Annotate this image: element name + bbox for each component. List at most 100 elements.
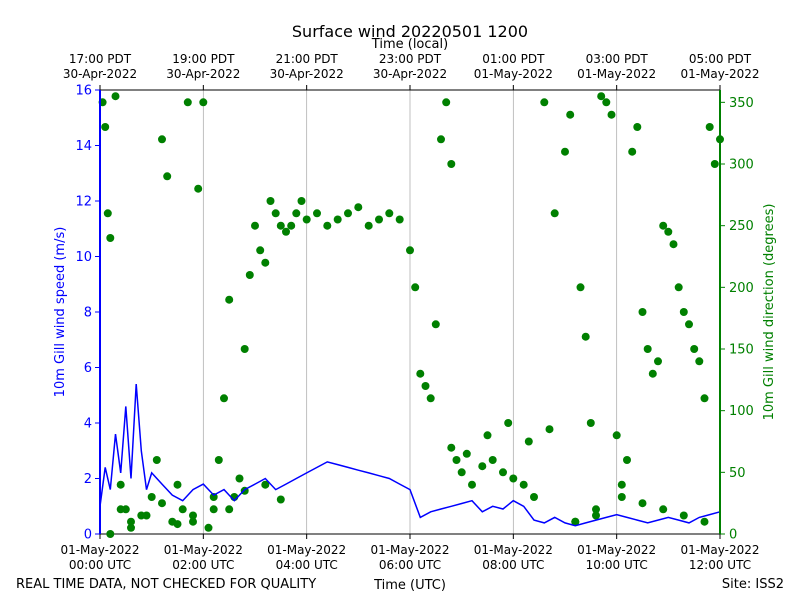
direction-point	[488, 456, 497, 464]
direction-point	[256, 246, 265, 255]
top-tick-time: 23:00 PDT	[379, 52, 442, 66]
direction-point	[540, 98, 549, 107]
direction-point	[323, 221, 332, 230]
left-tick-label: 0	[84, 528, 92, 543]
direction-point	[106, 234, 115, 242]
direction-point	[690, 345, 699, 353]
direction-point	[592, 505, 600, 514]
direction-point	[519, 480, 528, 489]
direction-point	[276, 221, 285, 230]
direction-point	[189, 511, 197, 520]
direction-point	[674, 283, 683, 292]
direction-point	[633, 123, 642, 131]
right-tick-label: 50	[729, 466, 746, 481]
direction-point	[158, 135, 166, 144]
direction-point	[173, 480, 182, 489]
direction-point	[209, 493, 218, 501]
direction-point	[426, 394, 435, 403]
top-x-axis-ticks: 17:00 PDT 30-Apr-2022 19:00 PDT 30-Apr-2022…	[63, 52, 760, 90]
left-tick-label: 12	[75, 195, 92, 210]
direction-point	[199, 98, 208, 107]
direction-point	[302, 215, 311, 224]
bottom-tick-date: 01-May-2022	[680, 543, 759, 557]
direction-point	[638, 499, 647, 508]
direction-point	[344, 209, 352, 218]
top-tick-date: 01-May-2022	[680, 67, 759, 81]
left-tick-label: 6	[84, 361, 92, 376]
speed-line-series	[99, 384, 721, 527]
direction-point	[313, 209, 321, 218]
direction-point	[597, 92, 606, 101]
direction-point	[225, 295, 234, 304]
direction-point	[478, 462, 487, 471]
left-tick-label: 10	[75, 250, 92, 265]
direction-point	[643, 345, 652, 353]
direction-point	[152, 456, 161, 464]
direction-point	[576, 283, 585, 292]
direction-point	[183, 98, 192, 107]
direction-point	[421, 382, 430, 390]
bottom-tick-time: 00:00 UTC	[69, 558, 131, 572]
left-y-axis-label: 10m Gill wind speed (m/s)	[53, 227, 68, 398]
direction-point	[235, 474, 244, 483]
footer-quality-note: REAL TIME DATA, NOT CHECKED FOR QUALITY	[16, 577, 316, 592]
top-tick-time: 19:00 PDT	[172, 52, 235, 66]
direction-point	[638, 308, 647, 316]
direction-point	[462, 449, 471, 458]
top-tick-date: 01-May-2022	[474, 67, 553, 81]
bottom-tick-time: 02:00 UTC	[172, 558, 234, 572]
direction-point	[116, 480, 125, 489]
direction-point	[612, 431, 621, 440]
right-tick-label: 0	[729, 528, 737, 543]
direction-point	[266, 197, 275, 205]
bottom-tick-date: 01-May-2022	[267, 543, 346, 557]
direction-point	[586, 419, 595, 427]
direction-point	[664, 227, 673, 236]
direction-point	[292, 209, 301, 218]
right-y-axis-label: 10m Gill wind direction (degrees)	[762, 204, 777, 421]
bottom-tick-time: 04:00 UTC	[276, 558, 338, 572]
direction-point	[447, 160, 456, 168]
direction-point	[581, 332, 590, 341]
direction-point	[106, 530, 115, 538]
top-tick-date: 30-Apr-2022	[373, 67, 447, 81]
direction-point	[431, 320, 440, 329]
top-axis-label: Time (local)	[371, 37, 448, 52]
direction-point	[354, 203, 363, 212]
direction-point	[623, 456, 631, 464]
direction-point	[209, 505, 218, 514]
right-tick-label: 100	[729, 404, 754, 419]
direction-point	[214, 456, 223, 464]
right-tick-label: 150	[729, 343, 754, 358]
bottom-tick-time: 12:00 UTC	[689, 558, 751, 572]
direction-point	[416, 369, 425, 378]
direction-point	[103, 209, 112, 218]
direction-point	[411, 283, 420, 292]
direction-point	[101, 123, 110, 131]
top-tick-time: 17:00 PDT	[69, 52, 132, 66]
direction-point	[679, 308, 688, 316]
direction-point	[607, 110, 616, 119]
direction-point	[395, 215, 404, 224]
left-y-axis-ticks: 0 2 4 6 8 10 12 14 16	[75, 84, 100, 543]
footer-site-label: Site: ISS2	[722, 577, 784, 592]
direction-scatter-series	[98, 92, 724, 538]
direction-point	[679, 511, 688, 520]
direction-point	[602, 98, 611, 107]
direction-point	[654, 357, 662, 366]
direction-point	[189, 517, 197, 526]
bottom-tick-date: 01-May-2022	[577, 543, 656, 557]
direction-point	[127, 523, 135, 532]
direction-point	[442, 98, 451, 107]
direction-point	[571, 517, 580, 526]
direction-point	[271, 209, 280, 218]
direction-point	[530, 493, 538, 501]
top-tick-date: 30-Apr-2022	[270, 67, 344, 81]
direction-point	[251, 221, 259, 230]
direction-point	[617, 480, 626, 489]
left-tick-label: 16	[75, 84, 92, 99]
direction-point	[220, 394, 228, 403]
bottom-tick-time: 06:00 UTC	[379, 558, 441, 572]
x-axis-label: Time (UTC)	[373, 578, 446, 593]
